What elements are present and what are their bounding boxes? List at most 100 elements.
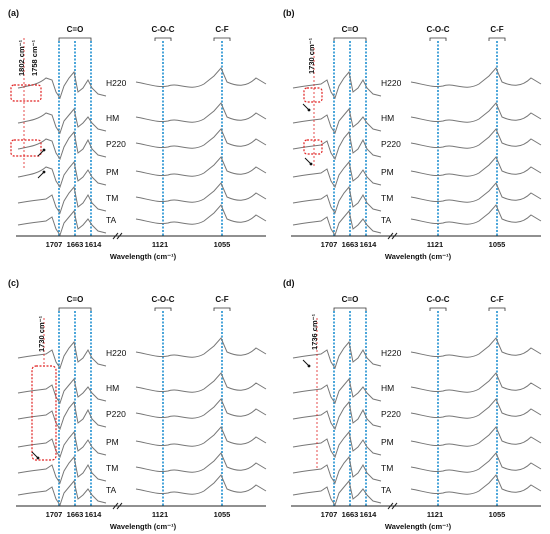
x-tick-label: 1055 — [214, 510, 231, 519]
x-tick-label: 1707 — [46, 510, 63, 519]
panel-1: (a) C=O C-O-C C-F H220 HM P220 PM TM TA 1707 1663 16… — [8, 8, 267, 261]
x-tick-label: 1614 — [360, 510, 378, 519]
band-bracket — [429, 37, 447, 41]
panel-4: (d) C=O C-O-C C-F H220 HM P220 PM TM TA 1707 1663 16… — [283, 278, 542, 531]
arrow-marker — [37, 171, 45, 179]
band-label: C-F — [215, 295, 228, 304]
panel-letter: (a) — [8, 8, 19, 18]
spectrum-trace — [292, 209, 382, 237]
series-label: TM — [381, 193, 393, 203]
spectrum-trace — [17, 70, 107, 100]
spectrum-trace — [410, 426, 542, 447]
spectrum-trace — [292, 107, 382, 135]
panel-3: (c) C=O C-O-C C-F H220 HM P220 PM TM TA 1707 1663 16… — [8, 278, 267, 531]
x-tick-label: 1707 — [46, 240, 63, 249]
spectrum-trace — [410, 337, 542, 358]
x-axis-title: Wavelength (cm⁻¹) — [110, 522, 177, 531]
x-tick-label: 1707 — [321, 510, 338, 519]
arrow-head — [42, 148, 46, 152]
arrow-head — [42, 170, 46, 174]
axis-break — [112, 502, 123, 510]
panel-letter: (d) — [283, 278, 295, 288]
spectrum-trace — [17, 107, 107, 135]
spectrum-trace — [135, 182, 267, 203]
spectrum-trace — [292, 340, 382, 370]
spectrum-trace — [410, 67, 542, 88]
x-tick-label: 1121 — [152, 510, 168, 519]
x-tick-label: 1055 — [489, 510, 506, 519]
peak-annotation: 1758 cm⁻¹ — [30, 39, 39, 76]
x-tick-label: 1121 — [152, 240, 168, 249]
series-label: P220 — [106, 139, 126, 149]
band-bracket — [333, 37, 367, 41]
spectrum-trace — [410, 474, 542, 495]
spectrum-trace — [410, 102, 542, 123]
band-label: C=O — [342, 25, 359, 34]
series-label: P220 — [381, 139, 401, 149]
band-label: C-O-C — [426, 295, 449, 304]
x-tick-label: 1663 — [342, 510, 359, 519]
axis-break — [112, 232, 123, 240]
highlight-box — [303, 87, 323, 103]
series-label: P220 — [106, 409, 126, 419]
band-bracket — [429, 307, 447, 311]
arrow-marker — [302, 103, 310, 111]
band-label: C=O — [67, 295, 84, 304]
band-bracket — [58, 307, 92, 311]
panel-letter: (c) — [8, 278, 19, 288]
highlight-box — [10, 84, 42, 102]
peak-annotation: 1730 cm⁻¹ — [37, 315, 46, 352]
peak-annotation: 1730 cm⁻¹ — [307, 37, 316, 74]
spectrum-trace — [292, 130, 382, 161]
band-bracket — [58, 37, 92, 41]
spectrum-trace — [17, 340, 107, 370]
axis-break — [387, 232, 398, 240]
series-label: TM — [381, 463, 393, 473]
spectrum-trace — [17, 479, 107, 507]
x-tick-label: 1614 — [360, 240, 378, 249]
x-tick-label: 1121 — [427, 510, 443, 519]
spectrum-trace — [135, 337, 267, 358]
x-tick-label: 1707 — [321, 240, 338, 249]
x-axis-title: Wavelength (cm⁻¹) — [385, 522, 452, 531]
series-label: TA — [106, 215, 117, 225]
series-label: TA — [381, 485, 392, 495]
band-label: C-F — [215, 25, 228, 34]
panel-2: (b) C=O C-O-C C-F H220 HM P220 PM TM TA 1707 1663 16… — [283, 8, 542, 261]
spectrum-trace — [410, 398, 542, 419]
band-bracket — [488, 307, 506, 311]
spectrum-trace — [292, 160, 382, 189]
band-bracket — [488, 37, 506, 41]
arrow-head — [309, 162, 313, 166]
band-bracket — [333, 307, 367, 311]
spectrum-trace — [292, 400, 382, 431]
spectrum-trace — [135, 128, 267, 149]
arrow-head — [36, 456, 40, 460]
band-label: C=O — [342, 295, 359, 304]
spectrum-trace — [17, 455, 107, 485]
spectrum-trace — [410, 452, 542, 473]
spectrum-trace — [17, 185, 107, 215]
spectrum-trace — [135, 398, 267, 419]
spectrum-trace — [17, 400, 107, 431]
series-label: PM — [106, 437, 119, 447]
spectrum-trace — [135, 156, 267, 177]
band-bracket — [213, 307, 231, 311]
arrow-head — [307, 364, 311, 368]
spectrum-trace — [17, 430, 107, 459]
x-tick-label: 1614 — [85, 510, 103, 519]
series-label: HM — [106, 383, 119, 393]
arrow-marker — [31, 451, 39, 459]
x-tick-label: 1055 — [489, 240, 506, 249]
arrow-marker — [37, 149, 45, 157]
axis-break — [387, 502, 398, 510]
peak-annotation: 1736 cm⁻¹ — [310, 313, 319, 350]
series-label: PM — [106, 167, 119, 177]
band-label: C-F — [490, 25, 503, 34]
band-bracket — [154, 307, 172, 311]
spectrum-trace — [135, 426, 267, 447]
series-label: TM — [106, 193, 118, 203]
series-label: PM — [381, 167, 394, 177]
band-bracket — [154, 37, 172, 41]
